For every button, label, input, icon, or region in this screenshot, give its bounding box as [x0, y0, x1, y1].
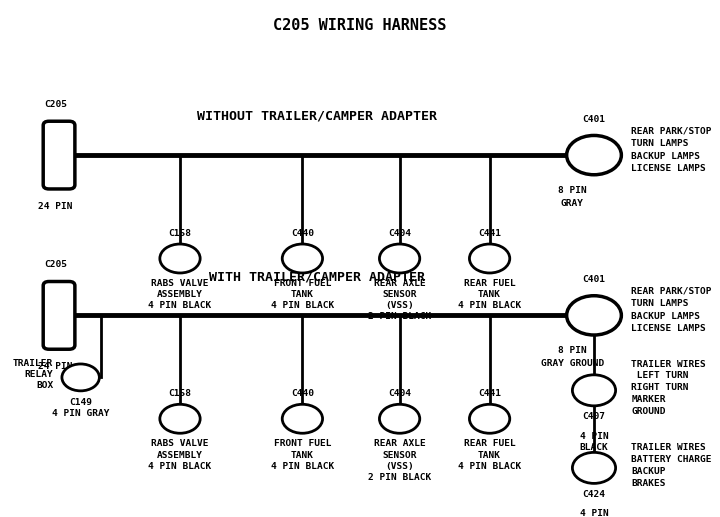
- Text: REAR FUEL
TANK
4 PIN BLACK: REAR FUEL TANK 4 PIN BLACK: [458, 439, 521, 470]
- Text: C407: C407: [582, 412, 606, 421]
- Text: REAR PARK/STOP
TURN LAMPS
BACKUP LAMPS
LICENSE LAMPS: REAR PARK/STOP TURN LAMPS BACKUP LAMPS L…: [631, 127, 712, 173]
- Text: C205: C205: [44, 100, 67, 109]
- Text: TRAILER WIRES
 LEFT TURN
RIGHT TURN
MARKER
GROUND: TRAILER WIRES LEFT TURN RIGHT TURN MARKE…: [631, 360, 706, 416]
- Text: C205 WIRING HARNESS: C205 WIRING HARNESS: [274, 18, 446, 34]
- Text: RABS VALVE
ASSEMBLY
4 PIN BLACK: RABS VALVE ASSEMBLY 4 PIN BLACK: [148, 279, 212, 310]
- Circle shape: [160, 404, 200, 433]
- Text: C441: C441: [478, 389, 501, 398]
- Circle shape: [469, 244, 510, 273]
- Text: REAR AXLE
SENSOR
(VSS)
2 PIN BLACK: REAR AXLE SENSOR (VSS) 2 PIN BLACK: [368, 279, 431, 322]
- Text: C424: C424: [582, 490, 606, 498]
- Text: C149
4 PIN GRAY: C149 4 PIN GRAY: [52, 398, 109, 418]
- FancyBboxPatch shape: [43, 281, 75, 349]
- Text: 24 PIN: 24 PIN: [38, 362, 73, 371]
- Circle shape: [160, 244, 200, 273]
- Text: 4 PIN
GRAY: 4 PIN GRAY: [580, 509, 608, 517]
- Circle shape: [469, 404, 510, 433]
- Text: FRONT FUEL
TANK
4 PIN BLACK: FRONT FUEL TANK 4 PIN BLACK: [271, 439, 334, 470]
- Text: WITH TRAILER/CAMPER ADAPTER: WITH TRAILER/CAMPER ADAPTER: [209, 270, 425, 283]
- FancyBboxPatch shape: [43, 121, 75, 189]
- Text: 24 PIN: 24 PIN: [38, 202, 73, 210]
- Text: C401: C401: [582, 276, 606, 284]
- Text: TRAILER WIRES
BATTERY CHARGE
BACKUP
BRAKES: TRAILER WIRES BATTERY CHARGE BACKUP BRAK…: [631, 443, 712, 488]
- Text: TRAILER
RELAY
BOX: TRAILER RELAY BOX: [13, 359, 53, 390]
- Text: REAR PARK/STOP
TURN LAMPS
BACKUP LAMPS
LICENSE LAMPS: REAR PARK/STOP TURN LAMPS BACKUP LAMPS L…: [631, 287, 712, 333]
- Text: 4 PIN
BLACK: 4 PIN BLACK: [580, 432, 608, 452]
- Text: RABS VALVE
ASSEMBLY
4 PIN BLACK: RABS VALVE ASSEMBLY 4 PIN BLACK: [148, 439, 212, 470]
- Circle shape: [567, 296, 621, 335]
- Text: C158: C158: [168, 389, 192, 398]
- Text: C205: C205: [44, 260, 67, 269]
- Text: REAR FUEL
TANK
4 PIN BLACK: REAR FUEL TANK 4 PIN BLACK: [458, 279, 521, 310]
- Text: 8 PIN
GRAY GROUND: 8 PIN GRAY GROUND: [541, 346, 604, 368]
- Circle shape: [282, 404, 323, 433]
- Circle shape: [379, 404, 420, 433]
- Text: C401: C401: [582, 115, 606, 124]
- Text: FRONT FUEL
TANK
4 PIN BLACK: FRONT FUEL TANK 4 PIN BLACK: [271, 279, 334, 310]
- Circle shape: [62, 364, 99, 391]
- Text: C404: C404: [388, 389, 411, 398]
- Text: C440: C440: [291, 229, 314, 238]
- Text: C404: C404: [388, 229, 411, 238]
- Text: C158: C158: [168, 229, 192, 238]
- Circle shape: [567, 135, 621, 175]
- Text: 8 PIN
GRAY: 8 PIN GRAY: [558, 186, 587, 208]
- Text: C441: C441: [478, 229, 501, 238]
- Text: REAR AXLE
SENSOR
(VSS)
2 PIN BLACK: REAR AXLE SENSOR (VSS) 2 PIN BLACK: [368, 439, 431, 482]
- Text: C440: C440: [291, 389, 314, 398]
- Circle shape: [572, 375, 616, 406]
- Circle shape: [379, 244, 420, 273]
- Circle shape: [282, 244, 323, 273]
- Text: WITHOUT TRAILER/CAMPER ADAPTER: WITHOUT TRAILER/CAMPER ADAPTER: [197, 110, 437, 123]
- Circle shape: [572, 452, 616, 483]
